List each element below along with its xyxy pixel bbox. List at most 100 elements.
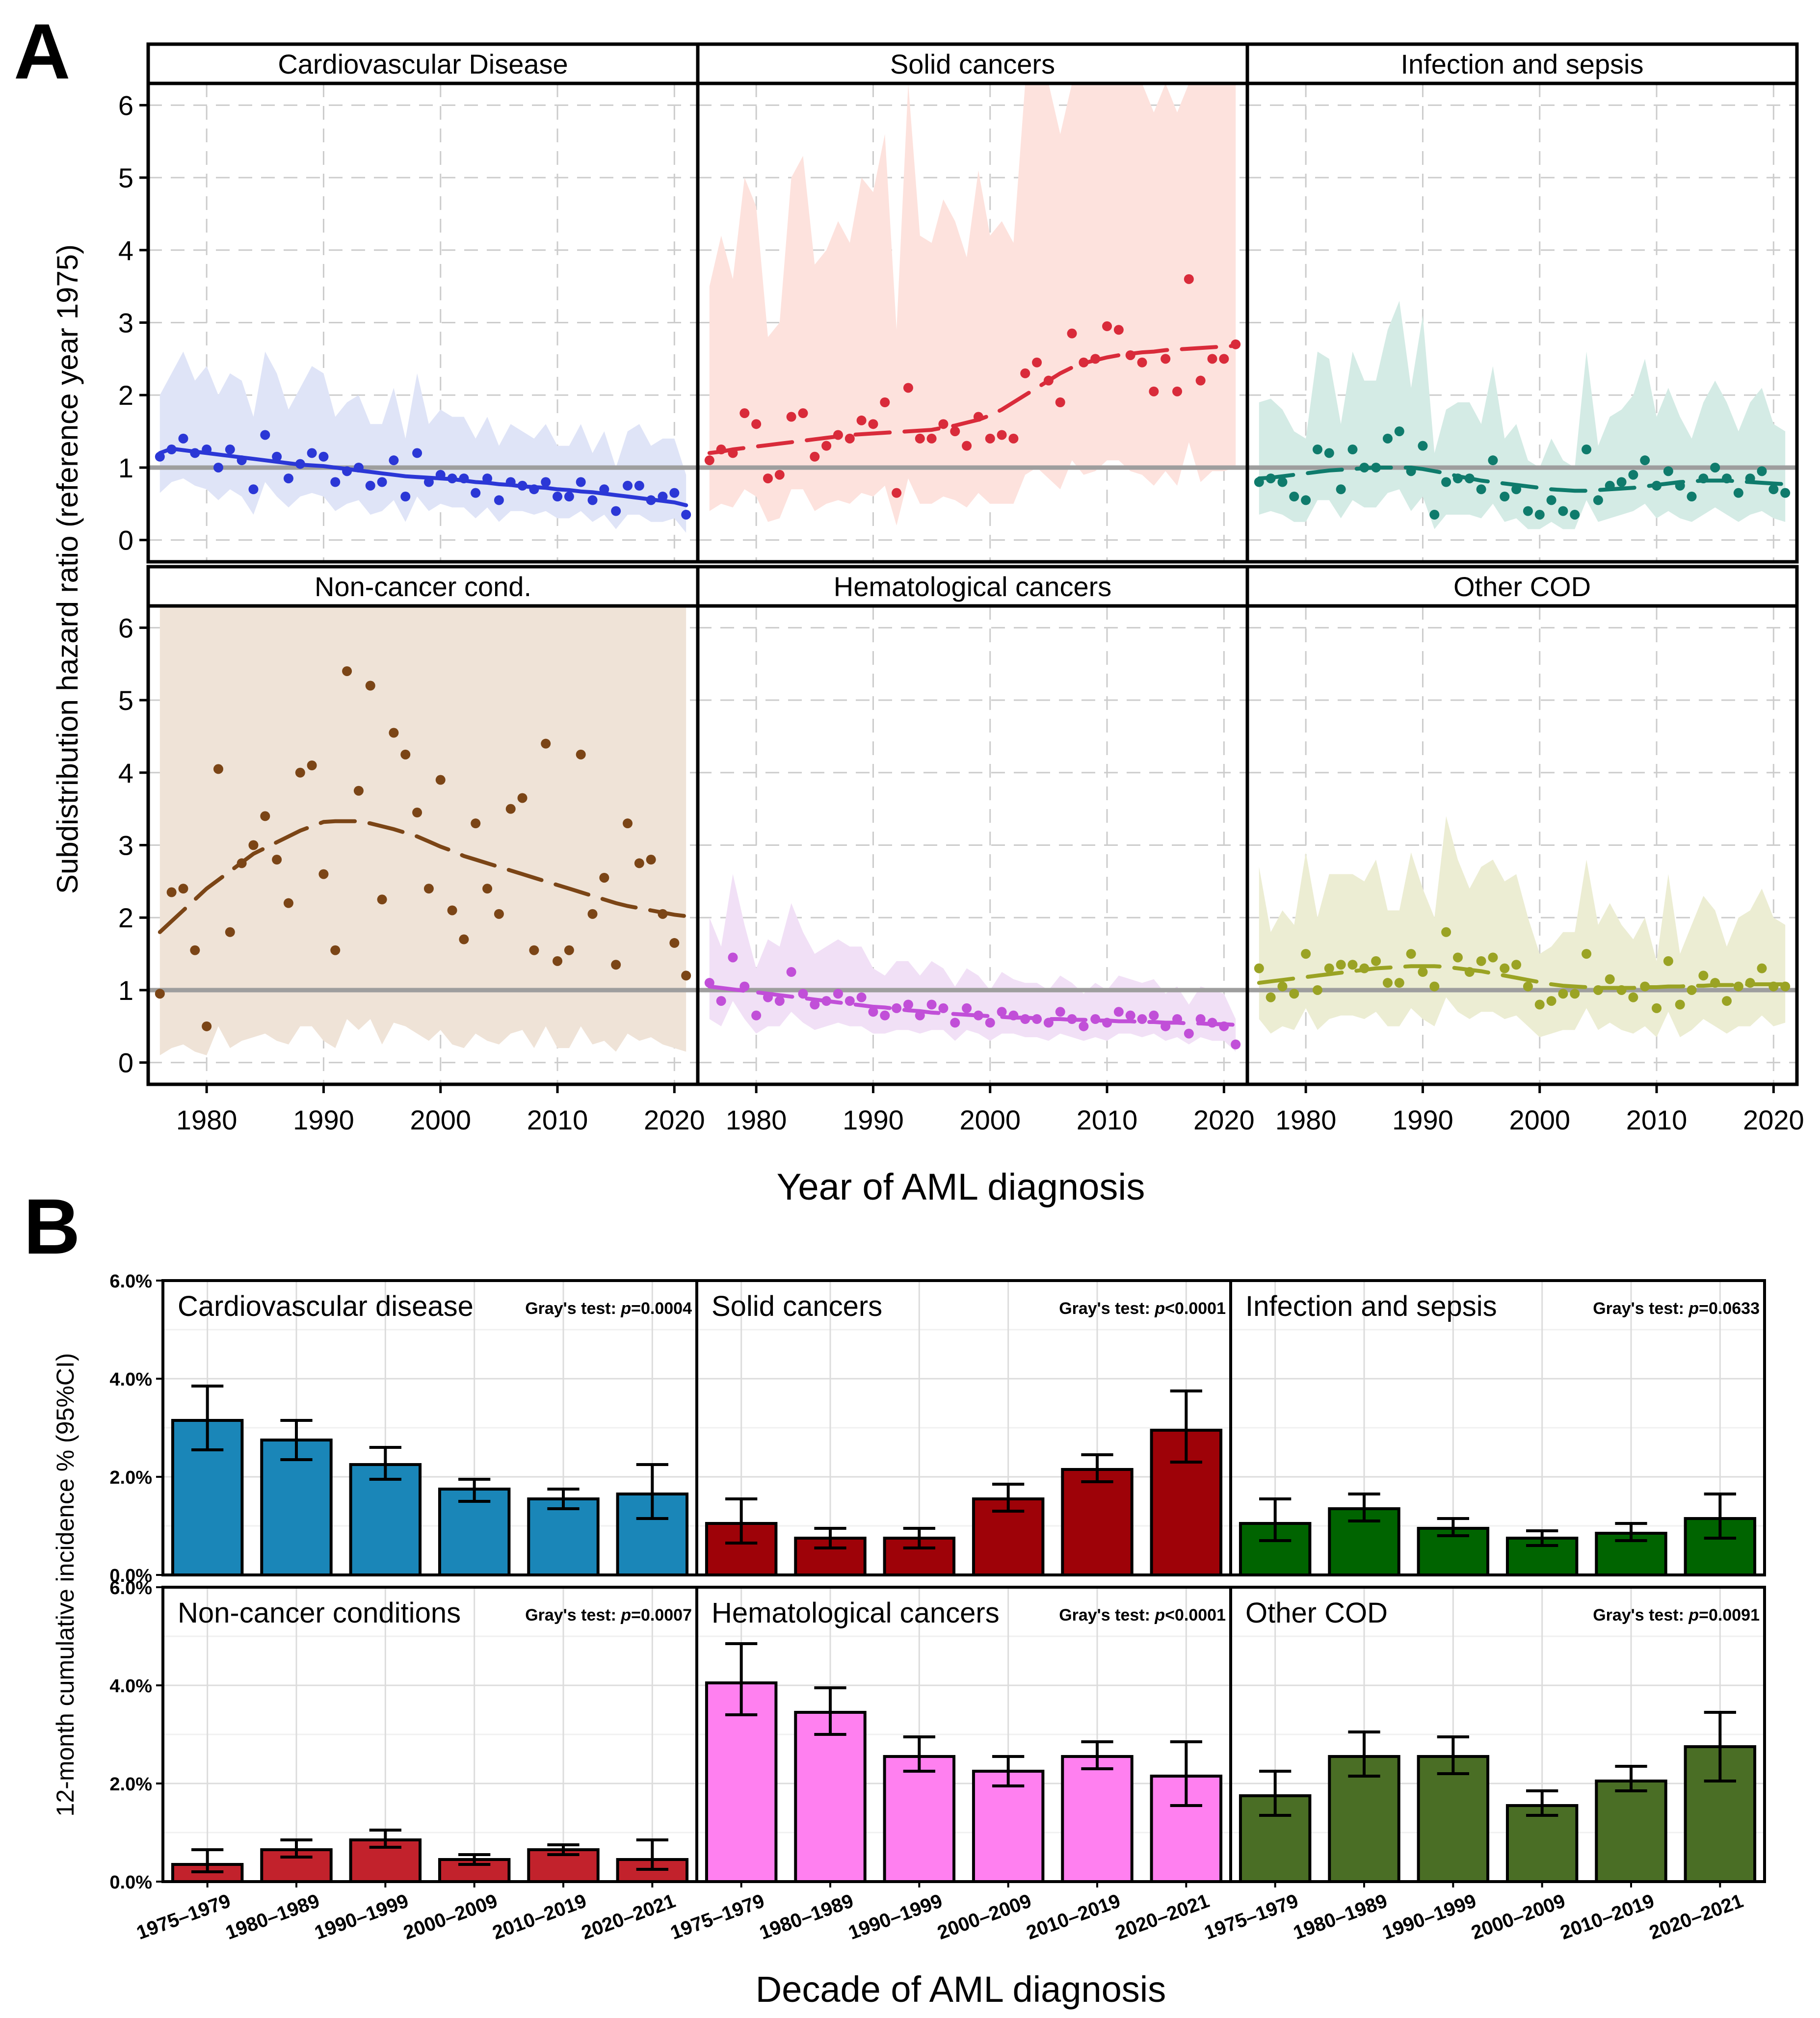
data-point [272, 451, 282, 462]
data-point [1745, 978, 1755, 988]
data-point [459, 934, 469, 944]
bar [1417, 1755, 1490, 1883]
data-point [529, 484, 539, 495]
y-tick-label: 6 [118, 90, 133, 121]
x-tick-label: 1980–1989 [223, 1890, 322, 1944]
data-point [1698, 473, 1709, 484]
bar [1595, 1780, 1667, 1883]
data-point [447, 905, 457, 916]
gray-test-name: Gray's test: [1059, 1299, 1155, 1318]
data-point [1500, 963, 1510, 973]
p-value: <0.0001 [1165, 1299, 1226, 1318]
data-point [1254, 477, 1264, 487]
data-point [587, 909, 598, 919]
data-point [1382, 433, 1393, 444]
facet-strip [696, 42, 1249, 85]
y-axis-title: 12-month cumulative incidence % (95%CI) [52, 1353, 79, 1817]
data-point [283, 898, 293, 908]
data-point [1032, 1014, 1042, 1024]
data-point [1020, 1014, 1030, 1024]
data-point [962, 441, 972, 451]
data-point [681, 970, 691, 981]
data-point [1628, 992, 1638, 1002]
data-point [1733, 488, 1743, 498]
gray-test-label: Gray's test: p=0.0633 [1593, 1299, 1760, 1318]
data-point [423, 477, 434, 487]
x-tick-label: 2000–2009 [935, 1890, 1034, 1944]
data-point [915, 433, 925, 444]
data-point [1616, 477, 1627, 487]
data-point [611, 506, 621, 516]
data-point [1032, 357, 1042, 367]
facet-title: Cardiovascular Disease [278, 49, 568, 79]
y-tick-label: 6.0% [109, 1578, 152, 1599]
x-tick-label: 1990 [1392, 1104, 1453, 1135]
data-point [1067, 328, 1077, 339]
data-point [1464, 473, 1475, 484]
bar [794, 1711, 867, 1883]
bar [527, 1848, 600, 1883]
data-point [1546, 495, 1556, 505]
data-point [1663, 466, 1673, 476]
facet-a-hematological-cancers: Hematological cancers 1980 1990 2000 2010 202… [696, 565, 1255, 1135]
data-point [1558, 989, 1568, 999]
facet-b-hematological-cancers: Hematological cancers Gray's test: p<0.00… [668, 1586, 1232, 1944]
data-point [190, 945, 200, 955]
data-point [1020, 368, 1030, 378]
data-point [786, 412, 796, 422]
y-tick-label: 2.0% [109, 1468, 152, 1488]
data-point [1137, 357, 1147, 367]
data-point [178, 433, 188, 444]
p-value: <0.0001 [1165, 1606, 1226, 1625]
facet-title: Hematological cancers [712, 1597, 1000, 1629]
data-point [1277, 981, 1288, 992]
data-point [1172, 1014, 1183, 1024]
data-point [377, 894, 387, 905]
facet-a-cardiovascular-disease: Cardiovascular Disease 0 1 2 3 4 5 6 [118, 42, 700, 564]
data-point [1149, 1010, 1159, 1021]
facet-title: Hematological cancers [834, 571, 1111, 602]
data-point [1616, 985, 1627, 995]
data-point [926, 433, 937, 444]
data-point [669, 938, 680, 948]
data-point [1289, 492, 1299, 502]
x-tick-label: 2000 [1509, 1104, 1570, 1135]
data-point [751, 1010, 762, 1021]
x-tick-label: 2000–2009 [401, 1890, 501, 1944]
gray-test-name: Gray's test: [1059, 1606, 1155, 1625]
data-point [1441, 927, 1451, 937]
data-point [1043, 375, 1054, 386]
data-point [821, 441, 832, 451]
data-point [1675, 999, 1685, 1010]
data-point [1266, 473, 1276, 484]
data-point [623, 480, 633, 491]
x-tick-label: 2010 [1077, 1104, 1138, 1135]
data-point [1406, 949, 1416, 959]
data-point [494, 909, 504, 919]
data-point [1347, 960, 1358, 970]
data-point [505, 477, 516, 487]
facet-title: Solid cancers [712, 1290, 882, 1322]
data-point [856, 415, 867, 425]
x-tick-label: 1980–1989 [1291, 1890, 1390, 1944]
data-point [1523, 981, 1533, 992]
data-point [1347, 445, 1358, 455]
data-point [1687, 492, 1697, 502]
data-point [704, 978, 714, 988]
data-point [1488, 455, 1498, 466]
data-point [1441, 477, 1451, 487]
x-tick-label: 2020 [1193, 1104, 1255, 1135]
x-tick-label: 2010–2019 [490, 1890, 589, 1944]
data-point [517, 480, 528, 491]
gray-test-name: Gray's test: [1593, 1606, 1688, 1625]
facet-title: Cardiovascular disease [178, 1290, 474, 1322]
data-point [447, 473, 457, 484]
data-point [576, 749, 586, 760]
data-point [1511, 484, 1522, 495]
data-point [997, 430, 1007, 440]
data-point [1558, 506, 1568, 516]
x-tick-label: 2000–2009 [1469, 1890, 1568, 1944]
data-point [1008, 433, 1019, 444]
data-point [1605, 974, 1615, 984]
panel-a-letter: A [14, 7, 71, 95]
